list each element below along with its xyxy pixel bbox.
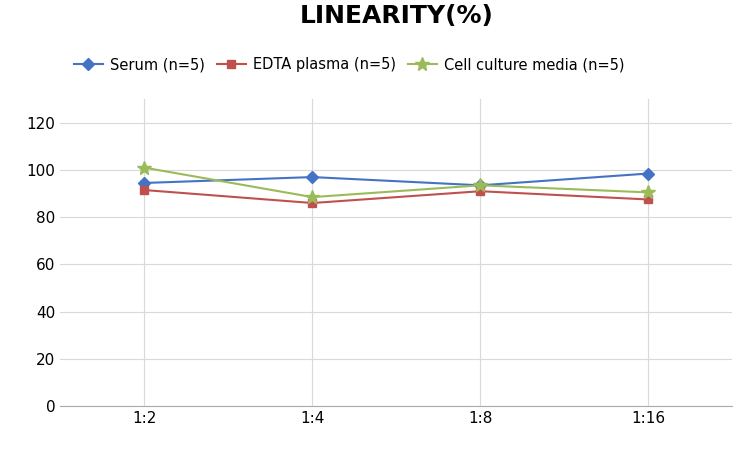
Serum (n=5) xyxy=(476,183,485,188)
Serum (n=5) xyxy=(140,180,149,186)
Cell culture media (n=5) xyxy=(308,194,317,200)
Title: LINEARITY(%): LINEARITY(%) xyxy=(300,4,493,28)
EDTA plasma (n=5) xyxy=(308,200,317,206)
Legend: Serum (n=5), EDTA plasma (n=5), Cell culture media (n=5): Serum (n=5), EDTA plasma (n=5), Cell cul… xyxy=(68,51,630,78)
Line: Serum (n=5): Serum (n=5) xyxy=(140,170,652,189)
Cell culture media (n=5) xyxy=(476,183,485,188)
EDTA plasma (n=5) xyxy=(476,189,485,194)
Serum (n=5) xyxy=(644,171,653,176)
Line: Cell culture media (n=5): Cell culture media (n=5) xyxy=(137,161,655,204)
Cell culture media (n=5) xyxy=(644,190,653,195)
Serum (n=5) xyxy=(308,175,317,180)
Line: EDTA plasma (n=5): EDTA plasma (n=5) xyxy=(140,186,652,207)
Cell culture media (n=5) xyxy=(140,165,149,170)
EDTA plasma (n=5) xyxy=(644,197,653,202)
EDTA plasma (n=5) xyxy=(140,187,149,193)
